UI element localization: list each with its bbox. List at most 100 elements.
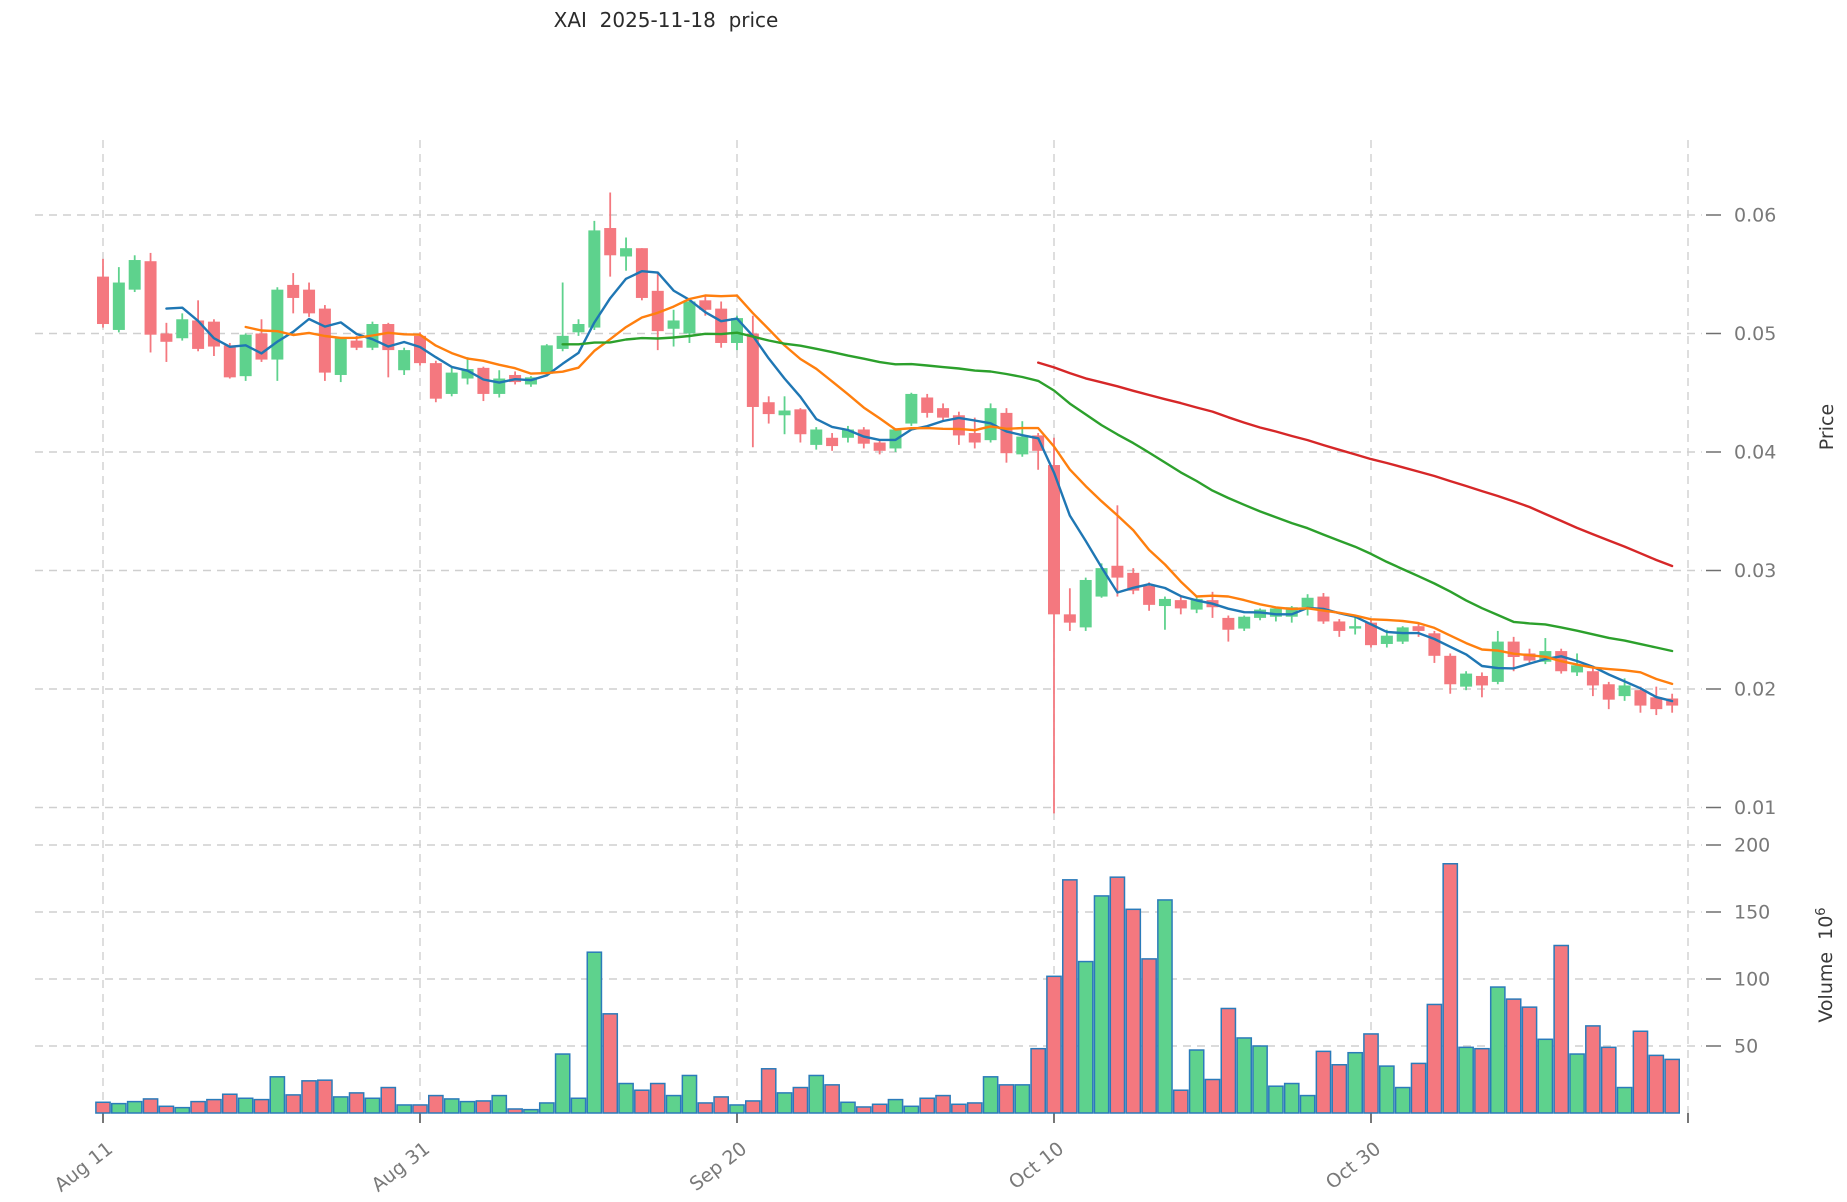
volume-bar — [1236, 1037, 1253, 1114]
volume-bar — [158, 1105, 175, 1114]
volume-bar — [1616, 1086, 1633, 1114]
candle-down — [1222, 617, 1235, 630]
price-axis-title: Price — [1816, 403, 1838, 451]
candle-down — [1048, 465, 1060, 615]
candle-down — [1365, 622, 1377, 646]
candle-up — [1618, 685, 1631, 697]
volume-bar — [1204, 1078, 1221, 1114]
volume-bar — [95, 1101, 111, 1114]
volume-bar — [348, 1092, 365, 1114]
candle-bodies — [97, 228, 1679, 710]
volume-bar — [538, 1102, 555, 1114]
candle-down — [382, 324, 395, 351]
volume-bar — [1632, 1030, 1649, 1114]
axis-tick-label: 0.01 — [1734, 797, 1776, 819]
candle-up — [1016, 436, 1029, 455]
candle-down — [699, 300, 712, 310]
volume-bar — [1331, 1064, 1348, 1114]
volume-bar — [523, 1108, 539, 1114]
volume-bar — [332, 1096, 349, 1114]
candle-up — [731, 318, 743, 343]
volume-bar — [1474, 1047, 1490, 1114]
volume-bar — [1363, 1033, 1379, 1114]
candle-down — [746, 333, 759, 407]
candle-up — [334, 338, 347, 375]
volume-bar — [713, 1096, 729, 1114]
axis-tick-label: 0.04 — [1734, 441, 1776, 463]
candle-up — [620, 248, 633, 257]
candle-down — [1523, 653, 1536, 661]
candle-down — [651, 290, 664, 332]
volume-bar — [1077, 960, 1094, 1114]
candle-up — [1380, 635, 1393, 644]
volume-bar — [1141, 958, 1157, 1114]
volume-bar — [966, 1102, 983, 1114]
volume-bar — [903, 1105, 920, 1114]
candle-wicks — [102, 192, 1674, 814]
candle-down — [97, 276, 109, 325]
volume-bar — [301, 1080, 317, 1114]
candle-down — [1174, 600, 1187, 609]
volume-bar — [1442, 863, 1459, 1114]
ma-line-60 — [1036, 361, 1674, 568]
volume-bar — [1585, 1025, 1601, 1114]
candle-down — [1444, 655, 1457, 685]
candle-up — [810, 429, 823, 445]
candle-down — [1063, 614, 1076, 623]
volume-bar — [681, 1074, 698, 1114]
volume-bar — [1220, 1007, 1237, 1114]
volume-bar — [1283, 1082, 1300, 1114]
volume-bar — [1188, 1049, 1205, 1114]
x-axis-date-label: Sep 20 — [686, 1138, 752, 1196]
volume-bars — [95, 863, 1681, 1114]
volume-bar — [1648, 1054, 1665, 1114]
ma-line-10 — [244, 294, 1674, 686]
volume-axis-title-exponent: 6 — [1814, 907, 1829, 916]
volume-bar — [1458, 1046, 1474, 1114]
candle-down — [826, 437, 839, 447]
volume-bar — [1537, 1038, 1554, 1114]
volume-bar — [871, 1103, 888, 1114]
candle-up — [1301, 597, 1314, 608]
axis-tick-label: 0.05 — [1734, 323, 1776, 345]
x-axis-date-label: Aug 11 — [50, 1138, 117, 1197]
candle-down — [1000, 412, 1013, 454]
candle-down — [414, 335, 426, 364]
candle-up — [271, 289, 284, 360]
candle-down — [873, 442, 886, 451]
volume-bar — [570, 1097, 587, 1114]
candle-up — [1254, 609, 1267, 618]
volume-bar — [237, 1097, 254, 1114]
candle-down — [255, 333, 268, 360]
candle-up — [683, 301, 696, 334]
volume-bar — [1347, 1051, 1364, 1114]
volume-bar — [507, 1108, 523, 1114]
candle-up — [1460, 673, 1473, 687]
candle-up — [572, 324, 585, 333]
volume-bar — [1014, 1084, 1031, 1114]
candle-up — [112, 282, 125, 330]
candle-up — [1349, 626, 1362, 629]
volume-bar — [1299, 1094, 1316, 1114]
volume-bar — [491, 1094, 508, 1114]
volume-bar — [443, 1098, 460, 1114]
candle-down — [1475, 675, 1488, 686]
candle-up — [667, 320, 680, 329]
volume-bar — [919, 1097, 936, 1114]
volume-bar — [221, 1093, 238, 1114]
candle-down — [1412, 626, 1425, 631]
candle-up — [176, 319, 189, 339]
volume-bar — [1125, 908, 1142, 1114]
candle-up — [445, 372, 458, 394]
candle-down — [794, 409, 807, 435]
volume-bar — [253, 1098, 270, 1114]
volume-bar — [951, 1103, 967, 1114]
volume-bar — [1426, 1003, 1443, 1114]
volume-bar — [317, 1079, 333, 1114]
candle-down — [1111, 565, 1124, 578]
chart-title: XAI 2025-11-18 price — [553, 8, 779, 32]
volume-bar — [649, 1082, 666, 1114]
volume-bar — [1521, 1006, 1538, 1114]
axis-tick-label: 100 — [1734, 968, 1770, 990]
